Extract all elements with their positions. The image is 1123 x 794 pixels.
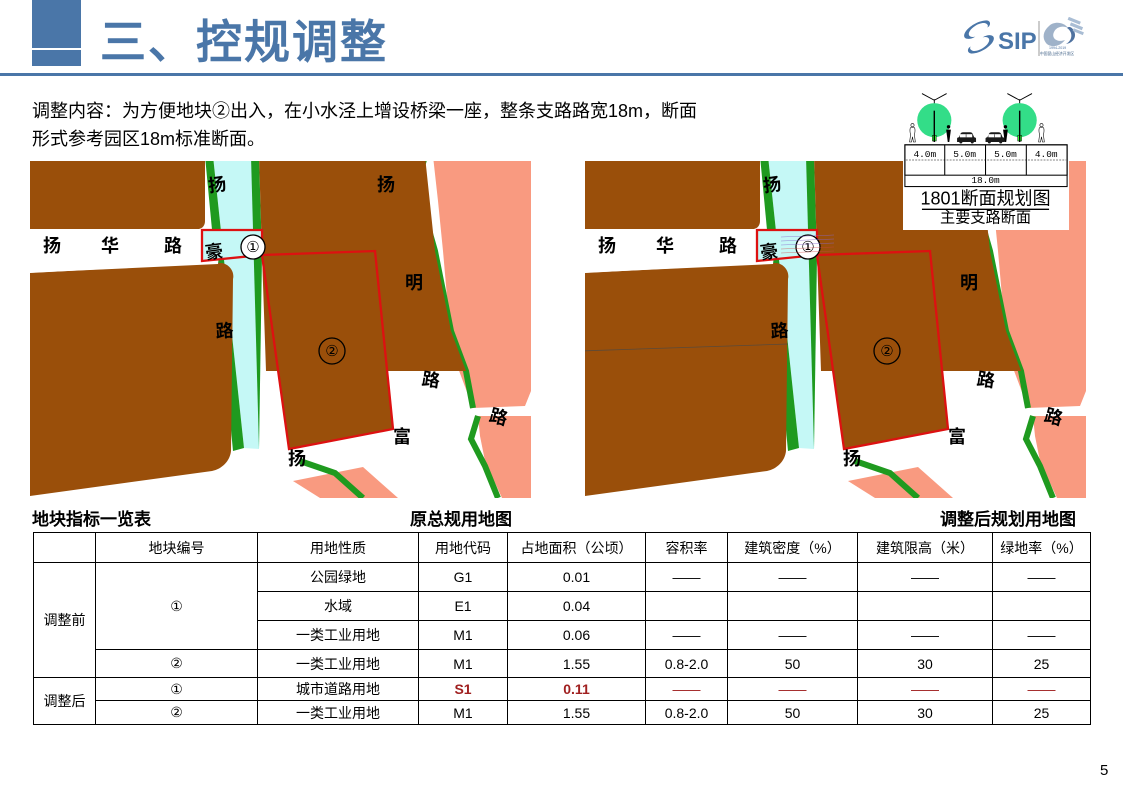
svg-text:5.0m: 5.0m: [994, 149, 1017, 160]
svg-text:1994-2019: 1994-2019: [1049, 46, 1066, 50]
svg-text:1801断面规划图: 1801断面规划图: [920, 189, 1050, 209]
svg-text:SIP: SIP: [998, 28, 1037, 55]
svg-text:18.0m: 18.0m: [971, 175, 1000, 186]
svg-text:中国昆山经济开发区: 中国昆山经济开发区: [1040, 51, 1074, 56]
svg-text:4.0m: 4.0m: [1035, 149, 1058, 160]
svg-text:5.0m: 5.0m: [953, 149, 976, 160]
svg-text:主要支路断面: 主要支路断面: [940, 210, 1031, 227]
svg-text:4.0m: 4.0m: [913, 149, 936, 160]
